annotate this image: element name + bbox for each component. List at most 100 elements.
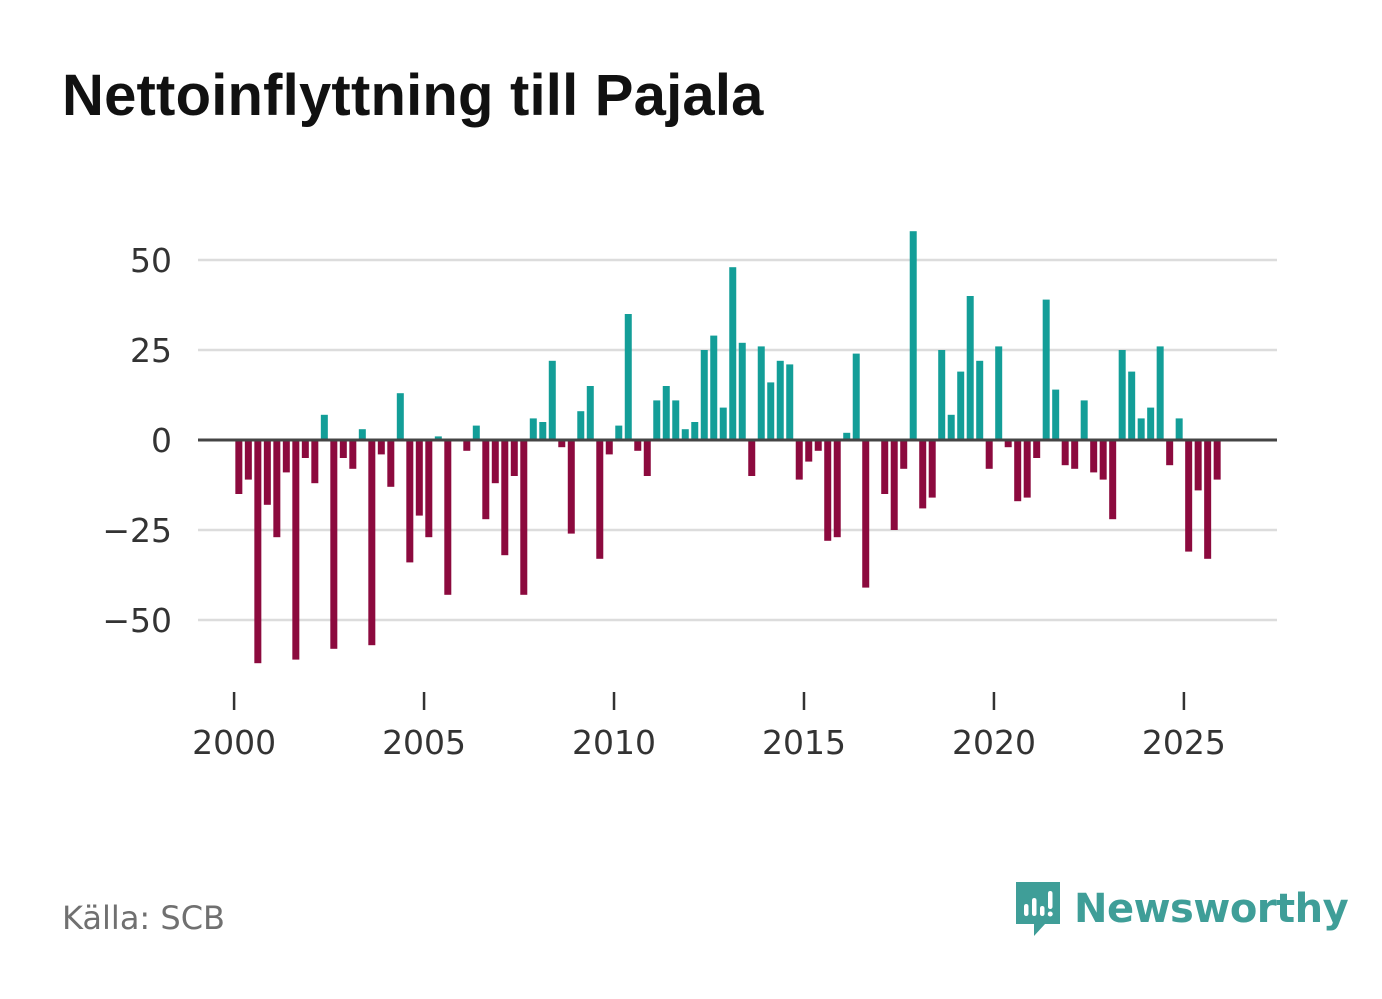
data-bar	[947, 414, 955, 440]
data-bar	[482, 440, 490, 520]
data-bar	[1213, 440, 1221, 480]
data-bar	[273, 440, 281, 538]
data-bar	[900, 440, 908, 469]
data-bar	[444, 440, 452, 595]
data-bar	[1156, 346, 1164, 440]
x-tick-label: 2005	[382, 723, 466, 762]
data-bar	[1023, 440, 1031, 498]
data-bar	[919, 440, 927, 509]
data-bar	[463, 440, 471, 451]
y-tick-label: −25	[102, 511, 172, 550]
data-bar	[292, 440, 300, 660]
y-tick-label: 0	[151, 421, 172, 460]
data-bar	[1109, 440, 1117, 520]
data-bar	[1080, 400, 1088, 440]
data-bar	[767, 382, 775, 440]
data-bar	[235, 440, 243, 494]
x-tick-label: 2020	[952, 723, 1036, 762]
data-bar	[862, 440, 870, 588]
data-bar	[244, 440, 252, 480]
data-bar	[795, 440, 803, 480]
data-bar	[909, 231, 917, 440]
data-bar	[805, 440, 813, 462]
data-bar	[254, 440, 262, 664]
data-bar	[1033, 440, 1041, 458]
data-bar	[995, 346, 1003, 440]
axes: 50 25 0 −25 −50 2000 2005 2010 2015 2020 2025	[102, 241, 1277, 762]
data-bar	[938, 350, 946, 440]
y-tick-label: −50	[102, 601, 172, 640]
data-bar	[339, 440, 347, 458]
data-bar	[320, 414, 328, 440]
data-bar	[757, 346, 765, 440]
data-bar	[1204, 440, 1212, 559]
data-bar	[406, 440, 414, 563]
data-bar	[491, 440, 499, 484]
y-tick-label: 25	[130, 331, 172, 370]
brand-name: Newsworthy	[1074, 886, 1349, 932]
bar-chart: 50 25 0 −25 −50 2000 2005 2010 2015 2020 2025	[102, 231, 1277, 762]
data-bar	[501, 440, 509, 556]
data-bar	[548, 360, 556, 440]
y-tick-label: 50	[130, 241, 172, 280]
data-bar	[985, 440, 993, 469]
data-bar	[1052, 389, 1060, 440]
data-bar	[776, 360, 784, 440]
data-bar	[1099, 440, 1107, 480]
data-bar	[710, 335, 718, 440]
data-bar	[1194, 440, 1202, 491]
data-bar	[539, 422, 547, 440]
data-bar	[890, 440, 898, 530]
data-bar	[748, 440, 756, 476]
data-bar	[1042, 299, 1050, 440]
data-bar	[729, 267, 737, 440]
newsworthy-logo-icon	[1016, 882, 1060, 936]
data-bar	[434, 436, 442, 440]
data-bar	[558, 440, 566, 448]
data-bar	[396, 393, 404, 440]
data-bar	[358, 429, 366, 440]
data-bar	[1147, 407, 1155, 440]
data-bar	[881, 440, 889, 494]
data-bar	[425, 440, 433, 538]
data-bar	[852, 353, 860, 440]
data-bar	[301, 440, 309, 458]
data-bar	[368, 440, 376, 646]
data-bar	[624, 314, 632, 440]
data-bar	[472, 425, 480, 440]
data-bar	[957, 371, 965, 440]
data-bar	[672, 400, 680, 440]
data-bar	[387, 440, 395, 487]
data-bar	[1137, 418, 1145, 440]
data-bar	[814, 440, 822, 451]
data-bar	[1004, 440, 1012, 448]
data-bar	[928, 440, 936, 498]
data-bar	[1166, 440, 1174, 466]
data-bar	[529, 418, 537, 440]
data-bar	[1128, 371, 1136, 440]
data-bar	[786, 364, 794, 440]
bar-series	[235, 231, 1221, 664]
data-bar	[643, 440, 651, 476]
data-bar	[824, 440, 832, 541]
data-bar	[510, 440, 518, 476]
data-bar	[349, 440, 357, 469]
data-bar	[653, 400, 661, 440]
data-bar	[691, 422, 699, 440]
data-bar	[311, 440, 319, 484]
data-bar	[1118, 350, 1126, 440]
data-bar	[738, 342, 746, 440]
data-bar	[577, 411, 585, 440]
data-bar	[662, 386, 670, 440]
x-tick-label: 2010	[572, 723, 656, 762]
data-bar	[605, 440, 613, 455]
x-tick-label: 2015	[762, 723, 846, 762]
data-bar	[263, 440, 271, 505]
data-bar	[415, 440, 423, 516]
grid-lines	[198, 258, 1277, 622]
data-bar	[976, 360, 984, 440]
data-bar	[634, 440, 642, 451]
data-bar	[1090, 440, 1098, 473]
data-bar	[586, 386, 594, 440]
data-bar	[700, 350, 708, 440]
